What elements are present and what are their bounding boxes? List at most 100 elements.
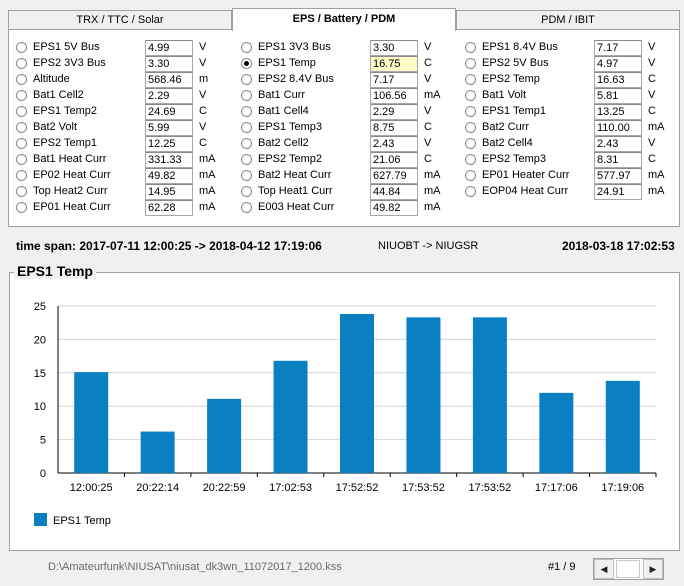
parameter-radio[interactable] xyxy=(465,170,476,181)
parameter-radio[interactable] xyxy=(241,90,252,101)
parameter-row[interactable]: EPS2 Temp 16.63 C xyxy=(465,72,665,88)
parameter-label: EP01 Heater Curr xyxy=(482,169,570,181)
parameter-radio[interactable] xyxy=(241,106,252,117)
parameter-label: Top Heat1 Curr xyxy=(258,185,333,197)
parameter-radio[interactable] xyxy=(241,154,252,165)
parameter-row[interactable]: EPS2 5V Bus 4.97 V xyxy=(465,56,665,72)
parameter-row[interactable]: EOP04 Heat Curr 24.91 mA xyxy=(465,184,665,200)
scroll-thumb[interactable] xyxy=(616,560,640,578)
parameter-radio[interactable] xyxy=(241,138,252,149)
parameter-radio[interactable] xyxy=(16,74,27,85)
parameter-row[interactable]: EPS2 3V3 Bus 3.30 V xyxy=(16,56,216,72)
parameter-unit: mA xyxy=(424,185,441,197)
parameter-value-field: 577.97 xyxy=(594,168,642,184)
parameter-row[interactable]: Bat1 Heat Curr 331.33 mA xyxy=(16,152,216,168)
parameter-unit: C xyxy=(199,105,207,117)
parameter-row[interactable]: E003 Heat Curr 49.82 mA xyxy=(241,200,441,216)
parameter-radio[interactable] xyxy=(465,106,476,117)
parameter-row[interactable]: Bat2 Cell4 2.43 V xyxy=(465,136,665,152)
parameter-radio[interactable] xyxy=(241,42,252,53)
parameter-unit: mA xyxy=(648,121,665,133)
parameter-row[interactable]: Bat2 Heat Curr 627.79 mA xyxy=(241,168,441,184)
parameter-radio[interactable] xyxy=(16,170,27,181)
parameter-row[interactable]: EP02 Heat Curr 49.82 mA xyxy=(16,168,216,184)
parameter-radio[interactable] xyxy=(16,186,27,197)
parameter-row[interactable]: Bat1 Cell4 2.29 V xyxy=(241,104,441,120)
parameter-value-field: 8.31 xyxy=(594,152,642,168)
parameter-row[interactable]: Bat2 Cell2 2.43 V xyxy=(241,136,441,152)
parameter-row[interactable]: EPS2 Temp1 12.25 C xyxy=(16,136,216,152)
parameter-row[interactable]: EPS1 Temp 16.75 C xyxy=(241,56,441,72)
tab-trx-ttc-solar[interactable]: TRX / TTC / Solar xyxy=(8,10,232,30)
parameter-radio[interactable] xyxy=(16,106,27,117)
parameter-unit: mA xyxy=(199,185,216,197)
parameter-radio[interactable] xyxy=(241,122,252,133)
parameter-row[interactable]: Bat1 Cell2 2.29 V xyxy=(16,88,216,104)
x-tick-label: 20:22:14 xyxy=(136,482,179,494)
parameter-row[interactable]: EPS1 Temp1 13.25 C xyxy=(465,104,665,120)
parameter-radio[interactable] xyxy=(16,138,27,149)
parameter-value-field: 7.17 xyxy=(594,40,642,56)
parameter-radio[interactable] xyxy=(465,58,476,69)
parameter-row[interactable]: Top Heat2 Curr 14.95 mA xyxy=(16,184,216,200)
parameter-value-field: 2.43 xyxy=(594,136,642,152)
scroll-left-icon[interactable]: ◀ xyxy=(594,559,614,579)
parameter-radio[interactable] xyxy=(241,186,252,197)
parameter-radio[interactable] xyxy=(465,138,476,149)
parameter-label: Bat1 Heat Curr xyxy=(33,153,107,165)
parameter-radio[interactable] xyxy=(16,58,27,69)
parameter-radio[interactable] xyxy=(16,202,27,213)
parameter-radio[interactable] xyxy=(465,74,476,85)
parameter-radio[interactable] xyxy=(241,58,252,69)
parameter-radio[interactable] xyxy=(16,154,27,165)
parameter-unit: C xyxy=(648,105,656,117)
parameter-value-field: 44.84 xyxy=(370,184,418,200)
parameter-row[interactable]: Bat1 Volt 5.81 V xyxy=(465,88,665,104)
parameter-row[interactable]: EPS1 Temp3 8.75 C xyxy=(241,120,441,136)
parameter-row[interactable]: EP01 Heater Curr 577.97 mA xyxy=(465,168,665,184)
parameter-radio[interactable] xyxy=(241,170,252,181)
parameter-row[interactable]: EPS1 3V3 Bus 3.30 V xyxy=(241,40,441,56)
parameter-row[interactable]: EPS2 Temp3 8.31 C xyxy=(465,152,665,168)
scroll-right-icon[interactable]: ▶ xyxy=(643,559,663,579)
parameter-radio[interactable] xyxy=(241,74,252,85)
parameter-row[interactable]: Bat1 Curr 106.56 mA xyxy=(241,88,441,104)
parameter-row[interactable]: EP01 Heat Curr 62.28 mA xyxy=(16,200,216,216)
parameter-row[interactable]: Bat2 Volt 5.99 V xyxy=(16,120,216,136)
parameter-value-field: 21.06 xyxy=(370,152,418,168)
parameter-radio[interactable] xyxy=(241,202,252,213)
parameter-radio[interactable] xyxy=(465,186,476,197)
parameter-unit: V xyxy=(648,137,656,149)
parameter-value-field: 568.46 xyxy=(145,72,193,88)
parameter-unit: C xyxy=(424,121,432,133)
parameter-radio[interactable] xyxy=(16,122,27,133)
parameter-radio[interactable] xyxy=(16,42,27,53)
parameter-radio[interactable] xyxy=(465,42,476,53)
parameter-row[interactable]: EPS1 Temp2 24.69 C xyxy=(16,104,216,120)
parameter-row[interactable]: Top Heat1 Curr 44.84 mA xyxy=(241,184,441,200)
parameter-label: EPS2 8.4V Bus xyxy=(258,73,334,85)
parameter-value-field: 627.79 xyxy=(370,168,418,184)
parameter-row[interactable]: EPS2 8.4V Bus 7.17 V xyxy=(241,72,441,88)
tab-pdm-ibit[interactable]: PDM / IBIT xyxy=(456,10,680,30)
bar xyxy=(539,392,574,473)
parameter-row[interactable]: EPS1 8.4V Bus 7.17 V xyxy=(465,40,665,56)
parameter-unit: mA xyxy=(199,169,216,181)
parameter-unit: mA xyxy=(199,201,216,213)
parameter-value-field: 110.00 xyxy=(594,120,642,136)
parameter-row[interactable]: EPS1 5V Bus 4.99 V xyxy=(16,40,216,56)
parameter-row[interactable]: Altitude 568.46 m xyxy=(16,72,216,88)
record-scrollbar[interactable]: ◀ ▶ xyxy=(593,558,664,580)
parameter-value-field: 106.56 xyxy=(370,88,418,104)
parameter-row[interactable]: EPS2 Temp2 21.06 C xyxy=(241,152,441,168)
parameter-radio[interactable] xyxy=(16,90,27,101)
parameter-radio[interactable] xyxy=(465,122,476,133)
parameter-row[interactable]: Bat2 Curr 110.00 mA xyxy=(465,120,665,136)
parameter-radio[interactable] xyxy=(465,90,476,101)
parameter-label: Top Heat2 Curr xyxy=(33,185,108,197)
parameter-value-field: 5.99 xyxy=(145,120,193,136)
chart-group-title: EPS1 Temp xyxy=(14,263,96,279)
bar xyxy=(273,360,308,473)
tab-eps-battery-pdm[interactable]: EPS / Battery / PDM xyxy=(232,8,456,31)
parameter-radio[interactable] xyxy=(465,154,476,165)
